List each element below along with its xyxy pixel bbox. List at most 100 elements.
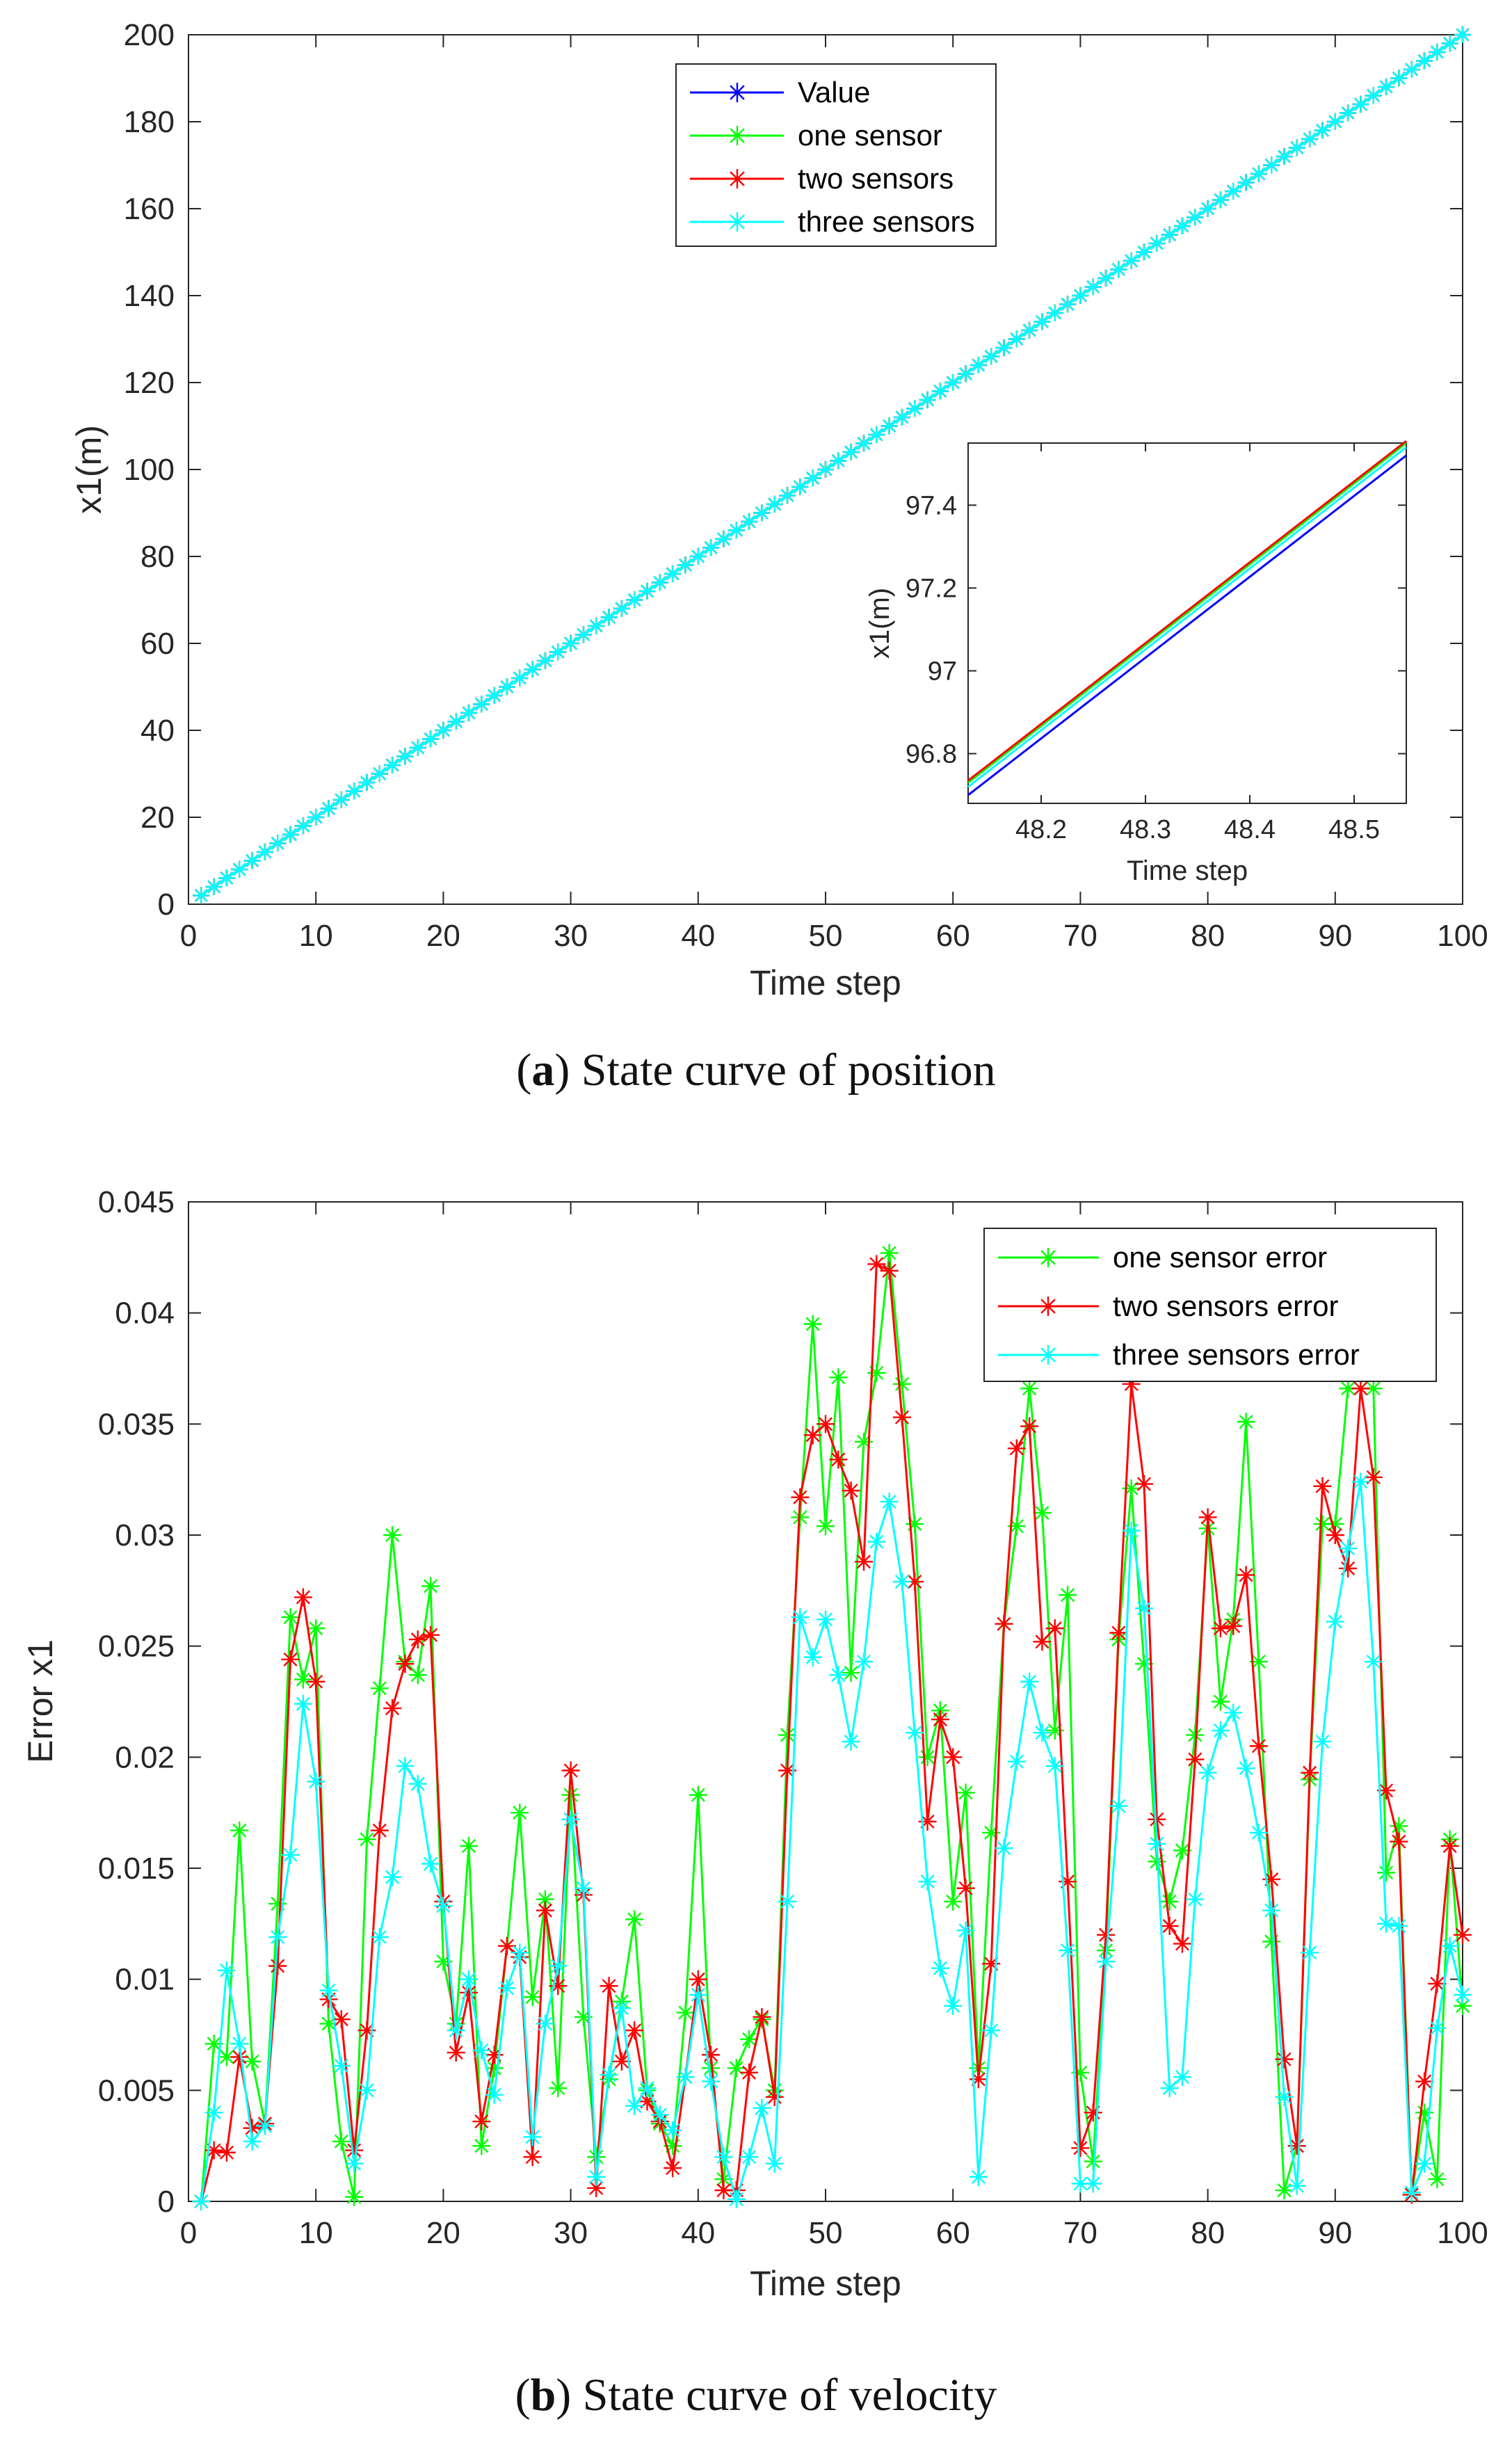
legend-label: two sensors	[798, 162, 954, 195]
data-point	[282, 826, 299, 843]
legend-item-three-sensors-error: three sensors error	[998, 1338, 1360, 1371]
data-point	[1390, 1917, 1408, 1936]
data-point	[293, 1694, 312, 1713]
data-point	[281, 1650, 300, 1669]
data-point	[1198, 1508, 1217, 1527]
panel-a-caption-letter: a	[531, 1045, 554, 1095]
data-point	[1186, 1750, 1205, 1769]
data-point	[421, 1577, 440, 1596]
data-point	[396, 1757, 415, 1776]
data-point	[574, 626, 592, 643]
data-point	[817, 1517, 835, 1536]
panel-b-xtick-label: 50	[809, 2216, 843, 2250]
inset-lines	[967, 440, 1407, 796]
data-point	[1237, 1566, 1255, 1584]
data-point	[982, 1823, 1001, 1842]
data-point	[1351, 1472, 1370, 1491]
data-point	[1416, 52, 1433, 70]
data-point	[1351, 1379, 1370, 1398]
data-point	[231, 860, 248, 878]
data-point	[829, 1368, 848, 1387]
data-point	[638, 2079, 657, 2098]
data-point	[830, 452, 847, 469]
data-point	[957, 365, 974, 383]
data-point	[867, 1255, 886, 1274]
series-two-sensors-error	[192, 1255, 1472, 2210]
data-point	[651, 574, 668, 591]
data-point	[893, 408, 910, 426]
data-point	[320, 800, 337, 817]
data-point	[485, 2085, 504, 2104]
data-point	[498, 1936, 516, 1955]
legend-item-two-sensors-error: two sensors error	[998, 1290, 1338, 1322]
data-point	[817, 460, 834, 478]
data-point	[715, 530, 732, 547]
data-point	[829, 1666, 848, 1685]
data-point	[345, 2154, 364, 2173]
data-point	[1326, 113, 1344, 130]
data-point	[345, 2187, 364, 2206]
data-point	[307, 808, 325, 826]
data-point	[1211, 1721, 1230, 1740]
panel-b-xtick-label: 80	[1191, 2216, 1225, 2250]
legend-label: three sensors error	[1113, 1338, 1360, 1371]
panel-a-ytick-label: 120	[124, 366, 175, 400]
data-point	[727, 2190, 746, 2208]
data-point	[1326, 1612, 1344, 1631]
data-point	[982, 2021, 1001, 2040]
data-point	[536, 2014, 554, 2033]
data-point	[765, 2154, 784, 2173]
panel-b-xtick-label: 40	[681, 2216, 715, 2250]
inset-xtick-label: 48.5	[1328, 815, 1380, 844]
data-point	[307, 1772, 325, 1791]
series-three-sensors	[193, 26, 1471, 904]
data-point	[1301, 130, 1319, 147]
data-point	[906, 1573, 924, 1591]
data-point	[435, 721, 452, 739]
legend-label: Value	[798, 76, 870, 109]
panel-b-tick-labels: 0 10 20 30 40 50 60 70 80 90 100 0 0.005 0.01 0.015 0.0…	[98, 1185, 1488, 2250]
data-point	[523, 1988, 542, 2007]
data-point	[293, 1670, 312, 1689]
data-point	[1160, 2079, 1179, 2098]
data-point	[613, 600, 630, 617]
panel-a-ylabel: x1(m)	[70, 425, 108, 514]
data-point	[561, 1785, 580, 1804]
data-point	[1339, 1379, 1358, 1398]
data-point	[587, 2167, 606, 2186]
panel-b-caption-letter: b	[531, 2370, 556, 2420]
data-point	[1186, 1890, 1205, 1909]
data-point	[1364, 1653, 1383, 1671]
data-point	[741, 513, 758, 530]
data-point	[1109, 1623, 1128, 1642]
data-point	[549, 643, 567, 661]
inset-tick-labels: 48.2 48.3 48.4 48.5 96.8 97 97.2 97.4	[906, 491, 1380, 844]
panel-b-ylabel: Error x1	[21, 1639, 60, 1763]
data-point	[1046, 304, 1063, 321]
data-point	[689, 547, 707, 565]
data-point	[714, 2181, 733, 2200]
data-point	[332, 2010, 351, 2029]
data-point	[1237, 1413, 1255, 1431]
data-point	[1275, 2181, 1294, 2200]
data-point	[561, 1810, 580, 1829]
data-point	[855, 435, 872, 452]
data-point	[842, 443, 860, 460]
data-point	[906, 400, 924, 417]
data-point	[346, 782, 363, 800]
data-point	[473, 696, 490, 713]
panel-b-ytick-label: 0.025	[98, 1630, 175, 1664]
data-point	[243, 2132, 262, 2151]
data-point	[332, 791, 350, 808]
data-point	[663, 2159, 682, 2178]
inset-ylabel: x1(m)	[864, 588, 895, 659]
data-point	[523, 2148, 542, 2167]
data-point	[892, 1573, 911, 1591]
panel-a-ytick-label: 140	[124, 279, 175, 313]
data-point	[842, 1482, 860, 1500]
data-point	[804, 469, 821, 487]
data-point	[1173, 217, 1191, 234]
data-point	[995, 1839, 1013, 1858]
series-line-one-sensor-error	[200, 1253, 1464, 2202]
data-point	[408, 1774, 427, 1793]
